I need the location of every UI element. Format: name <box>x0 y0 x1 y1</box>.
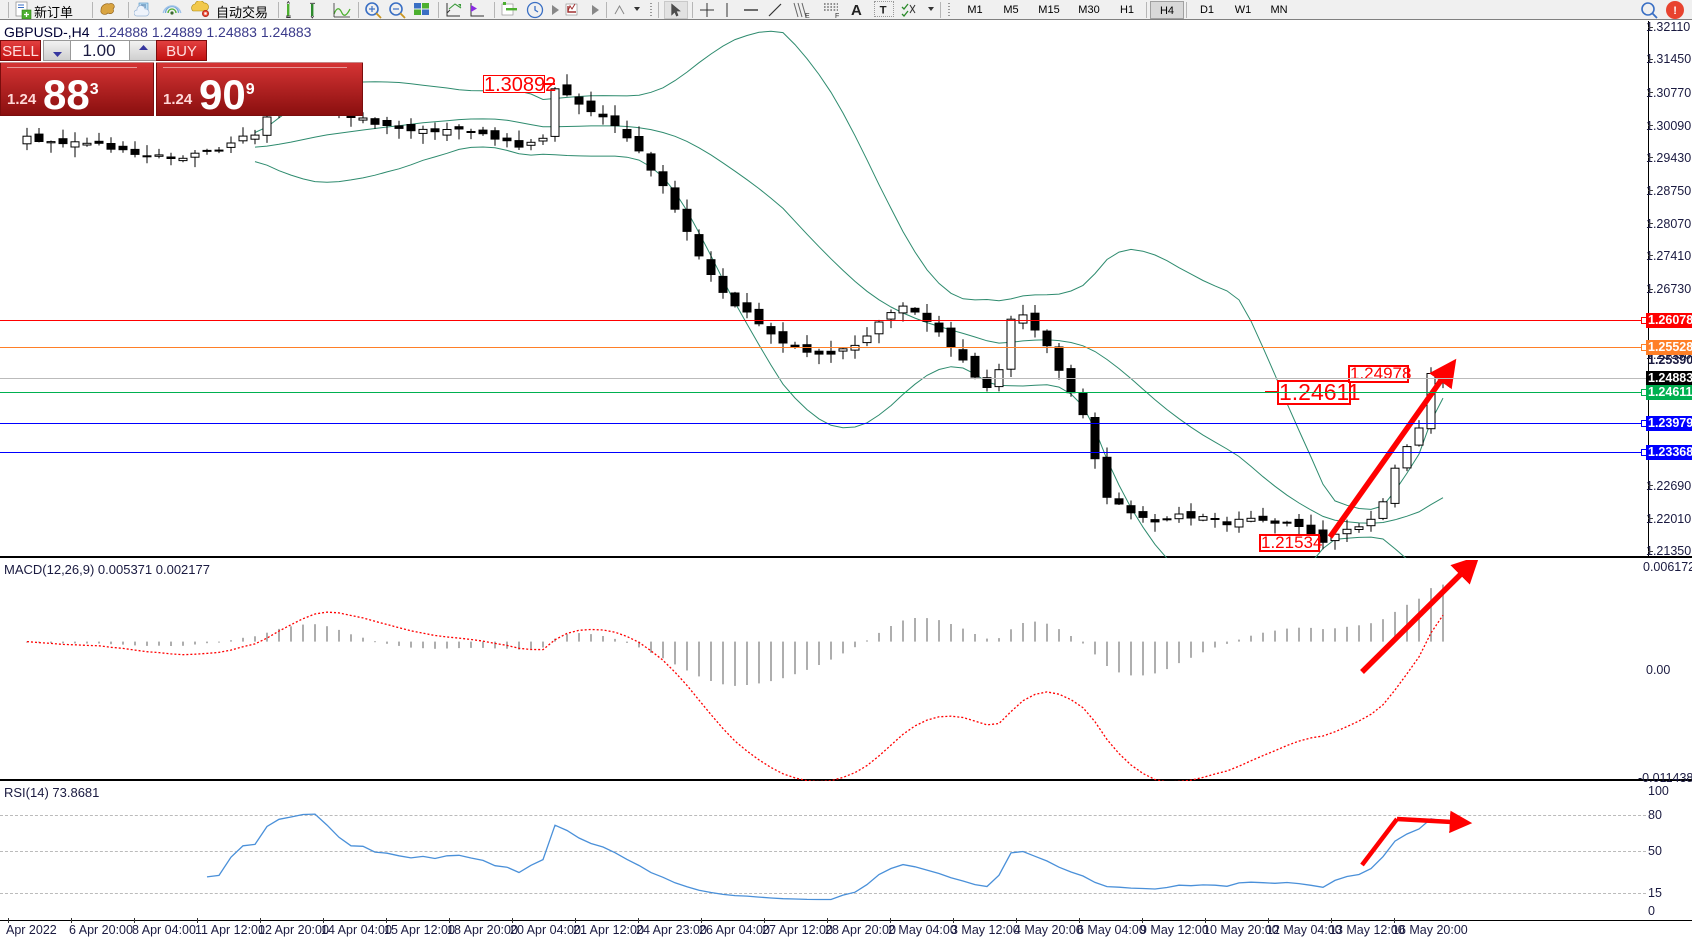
svg-text:!: ! <box>1673 5 1677 17</box>
svg-text:T: T <box>880 4 887 16</box>
svg-text:F: F <box>835 13 839 19</box>
svg-text:E: E <box>805 13 810 19</box>
svg-text:A: A <box>851 2 862 19</box>
